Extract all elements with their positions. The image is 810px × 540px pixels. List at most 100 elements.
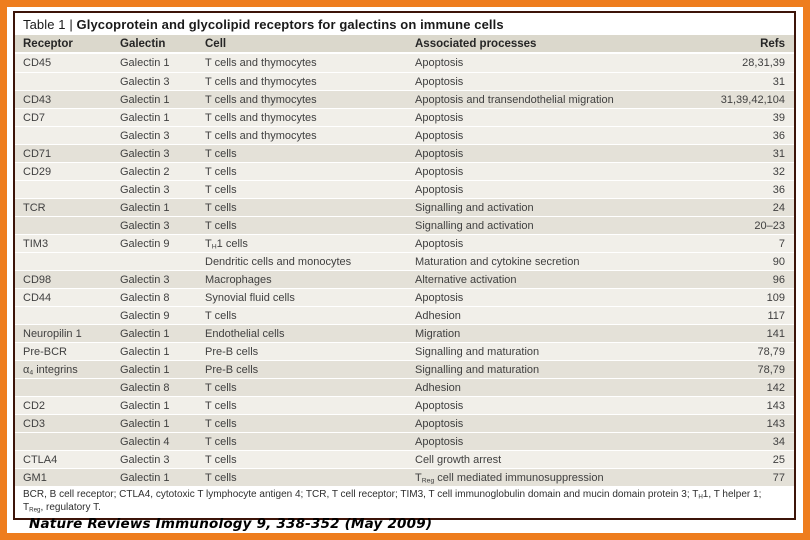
cell-cell-type: T cells [205,165,237,178]
cell-cell-type: T cells and thymocytes [205,111,317,124]
cell-galectin: Galectin 1 [120,399,170,412]
cell-refs: 28,31,39 [742,57,785,69]
cell-galectin: Galectin 3 [120,219,170,232]
table-row: CD2 Galectin 1 T cells Apoptosis 143 [15,396,794,414]
table-row: CD43 Galectin 1 T cells and thymocytes A… [15,90,794,108]
cell-receptor: TIM3 [23,237,49,250]
cell-cell-type: T cells [205,471,237,484]
cell-cell-type: T cells [205,417,237,430]
cell-refs: 39 [772,111,785,124]
cell-associated-process: Apoptosis [415,111,464,124]
cell-receptor: Pre-BCR [23,345,68,358]
cell-associated-process: Adhesion [415,309,461,322]
table-row: Pre-BCR Galectin 1 Pre-B cells Signallin… [15,342,794,360]
cell-associated-process: Apoptosis [415,417,464,430]
cell-associated-process: Apoptosis [415,165,464,178]
cell-cell-type: T cells and thymocytes [205,75,317,88]
cell-galectin: Galectin 3 [120,129,170,142]
cell-cell-type: Dendritic cells and monocytes [205,255,352,268]
cell-associated-process: TReg cell mediated immunosuppression [415,471,604,484]
cell-refs: 34 [772,435,785,448]
cell-cell-type: T cells [205,201,237,214]
cell-receptor: CD45 [23,57,52,69]
cell-refs: 142 [766,381,785,394]
cell-receptor: CD43 [23,93,52,106]
table-row: CD29 Galectin 2 T cells Apoptosis 32 [15,162,794,180]
cell-galectin: Galectin 3 [120,147,170,160]
cell-associated-process: Apoptosis and transendothelial migration [415,93,614,106]
cell-refs: 7 [778,237,785,250]
cell-galectin: Galectin 3 [120,75,170,88]
cell-galectin: Galectin 1 [120,57,170,69]
table-row: CD7 Galectin 1 T cells and thymocytes Ap… [15,108,794,126]
cell-galectin: Galectin 8 [120,381,170,394]
cell-cell-type: Synovial fluid cells [205,291,295,304]
cell-galectin: Galectin 9 [120,309,170,322]
cell-cell-type: T cells and thymocytes [205,57,317,69]
cell-receptor: CD29 [23,165,52,178]
cell-receptor: CTLA4 [23,453,58,466]
cell-refs: 31,39,42,104 [720,93,785,106]
cell-receptor: TCR [23,201,46,214]
table-row: CD71 Galectin 3 T cells Apoptosis 31 [15,144,794,162]
cell-associated-process: Signalling and maturation [415,363,540,376]
cell-associated-process: Maturation and cytokine secretion [415,255,580,268]
table-number: Table 1 | [23,17,77,32]
table-row: Galectin 3 T cells and thymocytes Apopto… [15,126,794,144]
cell-galectin: Galectin 1 [120,345,170,358]
cell-refs: 24 [772,201,785,214]
table-row: CD44 Galectin 8 Synovial fluid cells Apo… [15,288,794,306]
cell-cell-type: T cells [205,381,237,394]
cell-refs: 25 [772,453,785,466]
cell-refs: 143 [766,399,785,412]
table-row: Galectin 8 T cells Adhesion 142 [15,378,794,396]
cell-refs: 36 [772,183,785,196]
cell-refs: 31 [772,147,785,160]
cell-cell-type: Pre-B cells [205,345,259,358]
cell-associated-process: Adhesion [415,381,461,394]
cell-associated-process: Apoptosis [415,183,464,196]
cell-associated-process: Alternative activation [415,273,517,286]
cell-receptor: CD44 [23,291,52,304]
cell-refs: 32 [772,165,785,178]
cell-receptor: GM1 [23,471,47,484]
cell-galectin: Galectin 3 [120,453,170,466]
cell-refs: 36 [772,129,785,142]
table-row: TIM3 Galectin 9 TH1 cells Apoptosis 7 [15,234,794,252]
table-row: CD3 Galectin 1 T cells Apoptosis 143 [15,414,794,432]
table-row: Galectin 3 T cells Apoptosis 36 [15,180,794,198]
cell-galectin: Galectin 1 [120,327,170,340]
column-header-processes: Associated processes [415,37,537,50]
table-row: CTLA4 Galectin 3 T cells Cell growth arr… [15,450,794,468]
cell-cell-type: T cells [205,219,237,232]
cell-associated-process: Cell growth arrest [415,453,502,466]
table-row: CD45 Galectin 1 T cells and thymocytes A… [15,54,794,72]
table-row: Neuropilin 1 Galectin 1 Endothelial cell… [15,324,794,342]
column-header-receptor: Receptor [23,37,73,50]
cell-galectin: Galectin 3 [120,183,170,196]
cell-receptor: CD7 [23,111,46,124]
table-row: Galectin 9 T cells Adhesion 117 [15,306,794,324]
cell-galectin: Galectin 1 [120,417,170,430]
cell-refs: 90 [772,255,785,268]
table-title-text: Glycoprotein and glycolipid receptors fo… [76,17,504,32]
table-title: Table 1 | Glycoprotein and glycolipid re… [15,13,794,35]
table-box: Table 1 | Glycoprotein and glycolipid re… [13,11,796,520]
cell-galectin: Galectin 9 [120,237,170,250]
cell-refs: 143 [766,417,785,430]
cell-galectin: Galectin 1 [120,471,170,484]
cell-galectin: Galectin 4 [120,435,170,448]
cell-galectin: Galectin 1 [120,111,170,124]
cell-cell-type: Endothelial cells [205,327,285,340]
cell-cell-type: Macrophages [205,273,272,286]
cell-receptor: CD3 [23,417,46,430]
cell-galectin: Galectin 2 [120,165,170,178]
table-row: Galectin 3 T cells Signalling and activa… [15,216,794,234]
table-row: α4 integrins Galectin 1 Pre-B cells Sign… [15,360,794,378]
cell-refs: 78,79 [757,345,785,358]
table-header-row: Receptor Galectin Cell Associated proces… [15,35,794,54]
cell-cell-type: T cells and thymocytes [205,93,317,106]
cell-associated-process: Apoptosis [415,399,464,412]
cell-refs: 20–23 [754,219,785,232]
